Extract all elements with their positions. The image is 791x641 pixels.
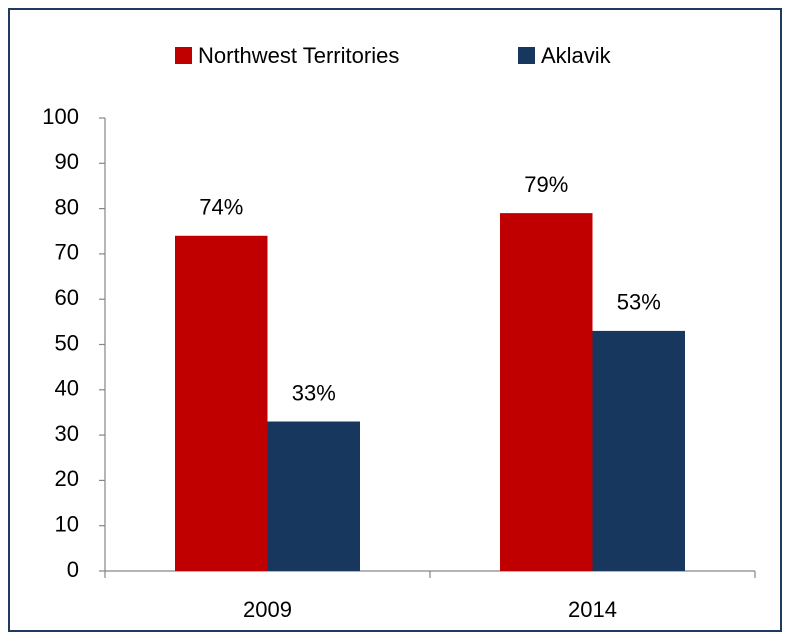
legend-swatch xyxy=(518,47,535,64)
y-tick-label: 80 xyxy=(55,194,79,219)
y-tick-label: 100 xyxy=(42,104,79,129)
x-tick-label: 2009 xyxy=(243,597,292,622)
bar xyxy=(175,235,268,571)
value-label: 74% xyxy=(199,195,243,220)
y-tick-label: 70 xyxy=(55,240,79,265)
legend-label: Aklavik xyxy=(541,43,612,68)
y-tick-label: 10 xyxy=(55,512,79,537)
x-tick-label: 2014 xyxy=(568,597,617,622)
y-tick-label: 30 xyxy=(55,421,79,446)
y-tick-label: 0 xyxy=(67,557,79,582)
bar xyxy=(500,213,593,571)
y-tick-label: 40 xyxy=(55,376,79,401)
legend-label: Northwest Territories xyxy=(198,43,399,68)
value-label: 53% xyxy=(617,290,661,315)
y-tick-label: 60 xyxy=(55,285,79,310)
y-tick-label: 50 xyxy=(55,330,79,355)
legend-swatch xyxy=(175,47,192,64)
y-tick-label: 90 xyxy=(55,149,79,174)
bar xyxy=(592,330,685,571)
bar xyxy=(267,421,360,571)
y-tick-label: 20 xyxy=(55,466,79,491)
value-label: 79% xyxy=(524,172,568,197)
value-label: 33% xyxy=(292,380,336,405)
